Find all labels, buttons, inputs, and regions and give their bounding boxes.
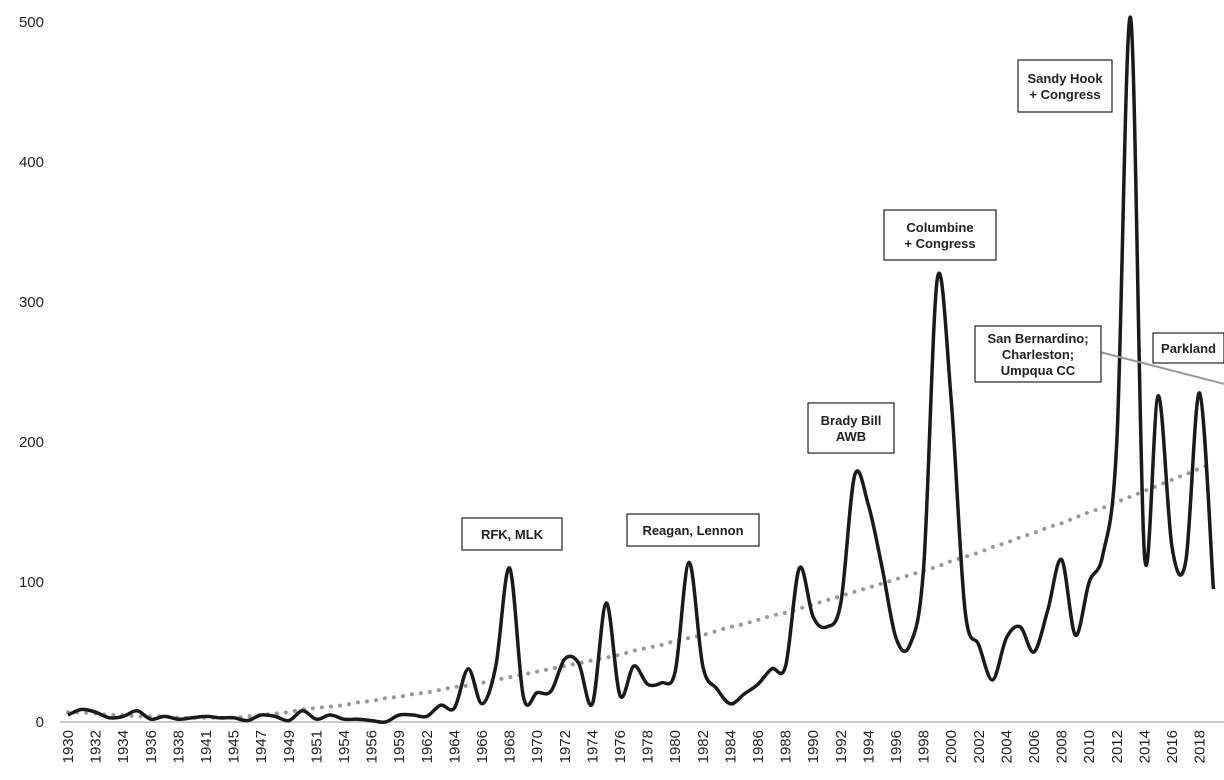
annotation-text: + Congress: [904, 236, 975, 251]
y-tick-label: 500: [19, 14, 44, 31]
x-tick-label: 1934: [115, 730, 132, 763]
x-tick-label: 2014: [1136, 730, 1153, 763]
x-tick-label: 2012: [1109, 730, 1126, 763]
y-tick-label: 300: [19, 294, 44, 311]
x-tick-label: 1947: [253, 730, 270, 763]
annotation-box: [1017, 59, 1113, 113]
annotation-text: San Bernardino;: [987, 331, 1088, 346]
annotation-text: AWB: [836, 429, 866, 444]
x-tick-label: 2018: [1192, 730, 1209, 763]
x-tick-label: 1949: [281, 730, 298, 763]
x-tick-label: 2000: [943, 730, 960, 763]
x-tick-label: 1996: [888, 730, 905, 763]
x-tick-label: 1984: [722, 730, 739, 763]
x-tick-label: 2010: [1081, 730, 1098, 763]
annotation-text: + Congress: [1029, 87, 1100, 102]
y-tick-label: 400: [19, 154, 44, 171]
annotation-text: Reagan, Lennon: [642, 523, 743, 538]
x-tick-label: 1988: [778, 730, 795, 763]
annotation-box: [626, 513, 760, 547]
x-tick-label: 1982: [695, 730, 712, 763]
x-tick-label: 1936: [143, 730, 160, 763]
x-tick-label: 1970: [529, 730, 546, 763]
annotation-text: RFK, MLK: [481, 527, 544, 542]
x-tick-label: 1992: [833, 730, 850, 763]
x-tick-label: 1968: [502, 730, 519, 763]
x-tick-label: 1986: [750, 730, 767, 763]
x-tick-label: 2006: [1026, 730, 1043, 763]
x-tick-label: 1990: [805, 730, 822, 763]
x-tick-label: 1951: [308, 730, 325, 763]
x-tick-label: 1978: [640, 730, 657, 763]
annotation-box: [883, 209, 997, 261]
x-tick-label: 1938: [170, 730, 187, 763]
annotation-text: Columbine: [906, 220, 973, 235]
trend-line: [66, 461, 1216, 720]
x-tick-label: 2004: [998, 730, 1015, 763]
x-tick-label: 1964: [446, 730, 463, 763]
y-tick-label: 100: [19, 574, 44, 591]
annotation-box: [461, 517, 563, 551]
x-tick-label: 1941: [198, 730, 215, 763]
annotation-text: Sandy Hook: [1027, 71, 1103, 86]
x-tick-label: 1962: [419, 730, 436, 763]
y-tick-label: 0: [36, 714, 44, 731]
annotation-box: [807, 402, 895, 454]
x-tick-label: 1954: [336, 730, 353, 763]
x-tick-label: 1974: [584, 730, 601, 763]
x-tick-label: 1945: [226, 730, 243, 763]
x-tick-label: 1932: [88, 730, 105, 763]
x-tick-label: 1930: [60, 730, 77, 763]
x-tick-label: 1966: [474, 730, 491, 763]
x-tick-label: 2008: [1054, 730, 1071, 763]
x-tick-label: 1959: [391, 730, 408, 763]
series-line: [67, 15, 1216, 724]
annotation-box: [1152, 332, 1224, 364]
x-tick-label: 1956: [364, 730, 381, 763]
annotation-box: [974, 325, 1102, 383]
annotation-text: Umpqua CC: [1001, 363, 1076, 378]
x-tick-label: 2002: [971, 730, 988, 763]
x-tick-label: 1976: [612, 730, 629, 763]
leader-line: [1099, 351, 1224, 385]
x-tick-label: 1994: [860, 730, 877, 763]
x-tick-label: 1998: [916, 730, 933, 763]
x-tick-label: 1980: [667, 730, 684, 763]
x-tick-label: 2016: [1164, 730, 1181, 763]
annotation-text: Parkland: [1161, 341, 1216, 356]
annotation-text: Brady Bill: [821, 413, 882, 428]
x-tick-label: 1972: [557, 730, 574, 763]
annotation-text: Charleston;: [1002, 347, 1074, 362]
y-tick-label: 200: [19, 434, 44, 451]
